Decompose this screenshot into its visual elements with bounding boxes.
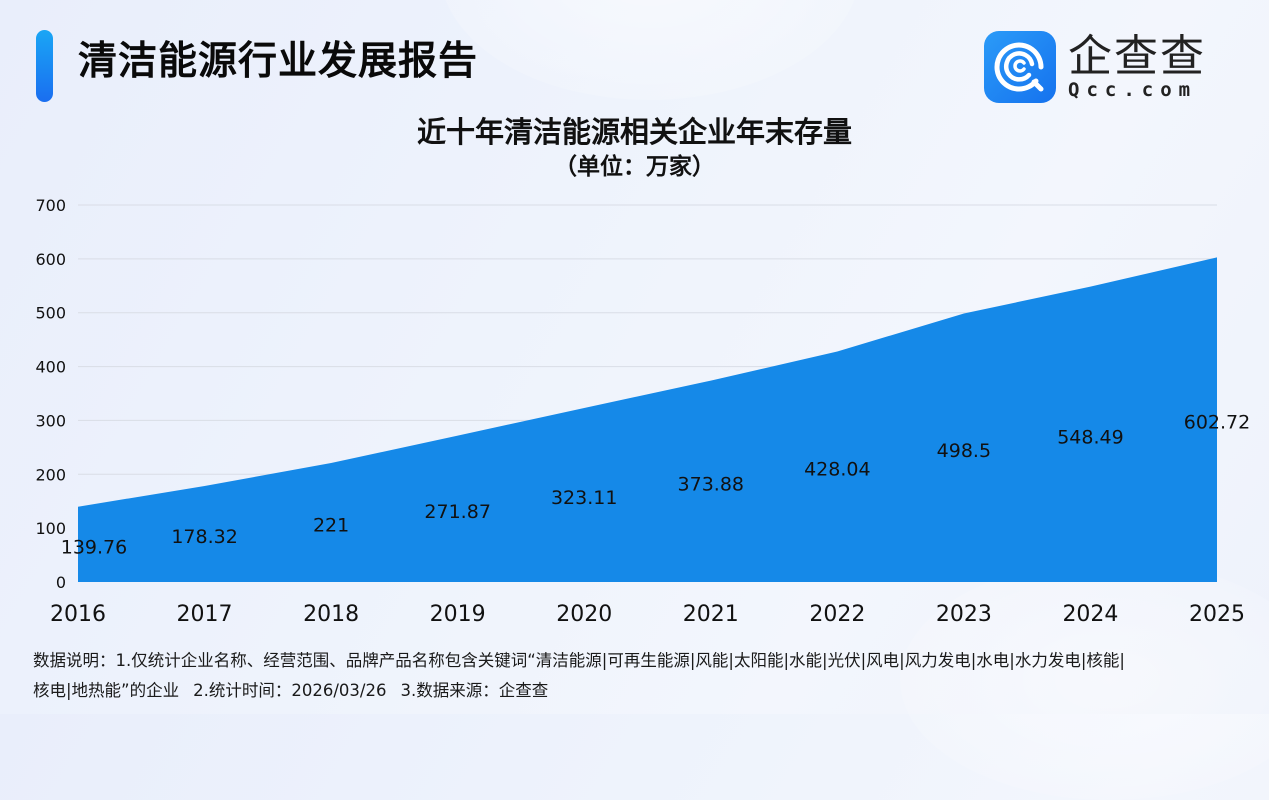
notes-scope: 核电|地热能”的企业 (33, 681, 180, 700)
data-label: 178.32 (171, 526, 237, 548)
data-notes: 数据说明：1.仅统计企业名称、经营范围、品牌产品名称包含关键词“清洁能源|可再生… (33, 646, 1125, 706)
area-chart: 0 100 200 300 400 500 600 700 139.76 178.32 221 27… (35, 196, 1250, 627)
x-axis: 2016 2017 2018 2019 2020 2021 2022 2023 2024 2025 (50, 602, 1245, 627)
notes-line-2: 核电|地热能”的企业 2.统计时间：2026/03/26 3.数据来源：企查查 (33, 676, 1125, 706)
data-label: 271.87 (424, 501, 490, 523)
x-tick-label: 2020 (556, 602, 612, 627)
title-accent-bar (36, 30, 53, 102)
data-label: 548.49 (1057, 426, 1123, 448)
chart-title: 近十年清洁能源相关企业年末存量 (416, 115, 852, 149)
y-tick-label: 200 (35, 465, 66, 484)
notes-source: 3.数据来源：企查查 (400, 681, 549, 700)
x-tick-label: 2023 (936, 602, 992, 627)
chart-subtitle: （单位：万家） (554, 154, 715, 180)
y-tick-label: 500 (35, 304, 66, 323)
data-label: 373.88 (678, 473, 744, 495)
y-axis: 0 100 200 300 400 500 600 700 (35, 196, 66, 592)
data-label: 139.76 (61, 536, 127, 558)
report-title: 清洁能源行业发展报告 (78, 39, 479, 84)
area-series (78, 257, 1217, 582)
brand-logo: 企查查 Qcc.com (984, 30, 1206, 103)
data-label: 602.72 (1184, 412, 1250, 434)
y-tick-label: 700 (35, 196, 66, 215)
logo-name-en: Qcc.com (1068, 78, 1198, 101)
qcc-logo-icon (984, 30, 1056, 103)
x-tick-label: 2018 (303, 602, 359, 627)
notes-stat-time: 2.统计时间：2026/03/26 (193, 681, 387, 700)
x-tick-label: 2016 (50, 602, 106, 627)
data-labels: 139.76 178.32 221 271.87 323.11 373.88 428.04 4… (61, 412, 1250, 559)
x-tick-label: 2017 (177, 602, 233, 627)
logo-text: 企查查 Qcc.com (1068, 30, 1206, 101)
x-tick-label: 2025 (1189, 602, 1245, 627)
y-tick-label: 300 (35, 411, 66, 430)
data-label: 498.5 (937, 440, 991, 462)
data-label: 428.04 (804, 459, 870, 481)
notes-line-1: 数据说明：1.仅统计企业名称、经营范围、品牌产品名称包含关键词“清洁能源|可再生… (33, 651, 1125, 670)
y-tick-label: 0 (56, 573, 66, 592)
x-tick-label: 2021 (683, 602, 739, 627)
x-tick-label: 2022 (809, 602, 865, 627)
data-label: 221 (313, 514, 349, 536)
y-tick-label: 600 (35, 250, 66, 269)
y-tick-label: 100 (35, 519, 66, 538)
y-tick-label: 400 (35, 358, 66, 377)
x-tick-label: 2024 (1062, 602, 1118, 627)
chart-canvas: 0 100 200 300 400 500 600 700 139.76 178.32 221 27… (35, 196, 1250, 627)
x-tick-label: 2019 (430, 602, 486, 627)
data-label: 323.11 (551, 487, 617, 509)
logo-name-cn: 企查查 (1068, 30, 1206, 82)
